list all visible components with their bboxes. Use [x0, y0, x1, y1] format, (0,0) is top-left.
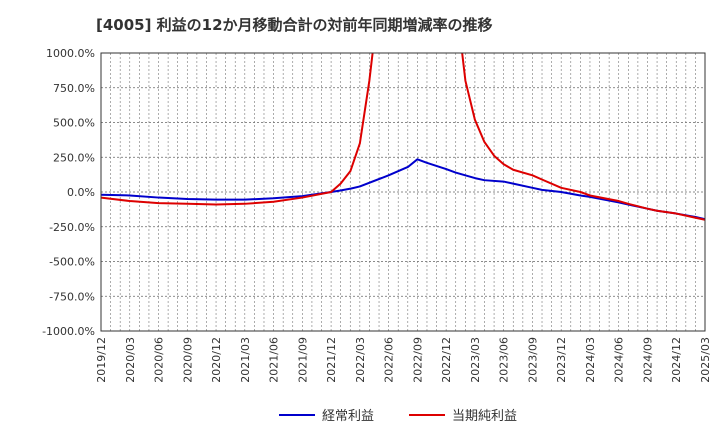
x-tick-label: 2024/12	[670, 337, 683, 383]
x-tick-label: 2022/12	[440, 337, 453, 383]
y-tick-label: 1000.0%	[46, 47, 95, 60]
x-tick-label: 2021/03	[239, 337, 252, 383]
x-tick-label: 2021/09	[296, 337, 309, 383]
y-tick-label: -750.0%	[49, 290, 95, 303]
plot-border	[100, 52, 706, 332]
y-tick-label: -250.0%	[49, 221, 95, 234]
x-tick-label: 2023/06	[498, 337, 511, 383]
x-tick-label: 2021/06	[268, 337, 281, 383]
y-tick-label: -1000.0%	[42, 325, 95, 338]
series-line-2	[101, 53, 705, 221]
y-tick-label: 500.0%	[53, 117, 95, 130]
x-tick-label: 2020/09	[181, 337, 194, 383]
legend-label-2: 当期純利益	[452, 409, 517, 424]
x-tick-label: 2022/03	[354, 337, 367, 383]
x-tick-label: 2024/03	[584, 337, 597, 383]
x-tick-label: 2024/09	[641, 337, 654, 383]
x-tick-label: 2020/03	[124, 337, 137, 383]
grid-lines	[101, 53, 705, 331]
x-tick-label: 2023/09	[526, 337, 539, 383]
x-tick-label: 2022/06	[383, 337, 396, 383]
y-tick-label: -500.0%	[49, 256, 95, 269]
x-tick-label: 2022/09	[411, 337, 424, 383]
y-axis-ticks: 1000.0% 750.0% 500.0% 250.0% 0.0% -250.0% -500…	[42, 47, 95, 338]
x-tick-label: 2020/12	[210, 337, 223, 383]
series-layer	[101, 53, 705, 221]
x-tick-label: 2024/06	[613, 337, 626, 383]
x-tick-label: 2025/03	[699, 337, 712, 383]
x-tick-label: 2019/12	[95, 337, 108, 383]
legend-label-1: 経常利益	[322, 409, 374, 424]
y-tick-label: 0.0%	[67, 186, 95, 199]
y-tick-label: 750.0%	[53, 82, 95, 95]
x-axis-ticks: 2019/12 2020/03 2020/06 2020/09 2020/12 2021/…	[95, 337, 712, 383]
x-tick-label: 2023/12	[555, 337, 568, 383]
chart-title: [4005] 利益の12か月移動合計の対前年同期増減率の推移	[96, 16, 493, 34]
x-tick-label: 2023/03	[469, 337, 482, 383]
y-tick-label: 250.0%	[53, 151, 95, 164]
legend: 経常利益 当期純利益	[279, 409, 517, 424]
x-tick-label: 2020/06	[153, 337, 166, 383]
x-tick-label: 2021/12	[325, 337, 338, 383]
